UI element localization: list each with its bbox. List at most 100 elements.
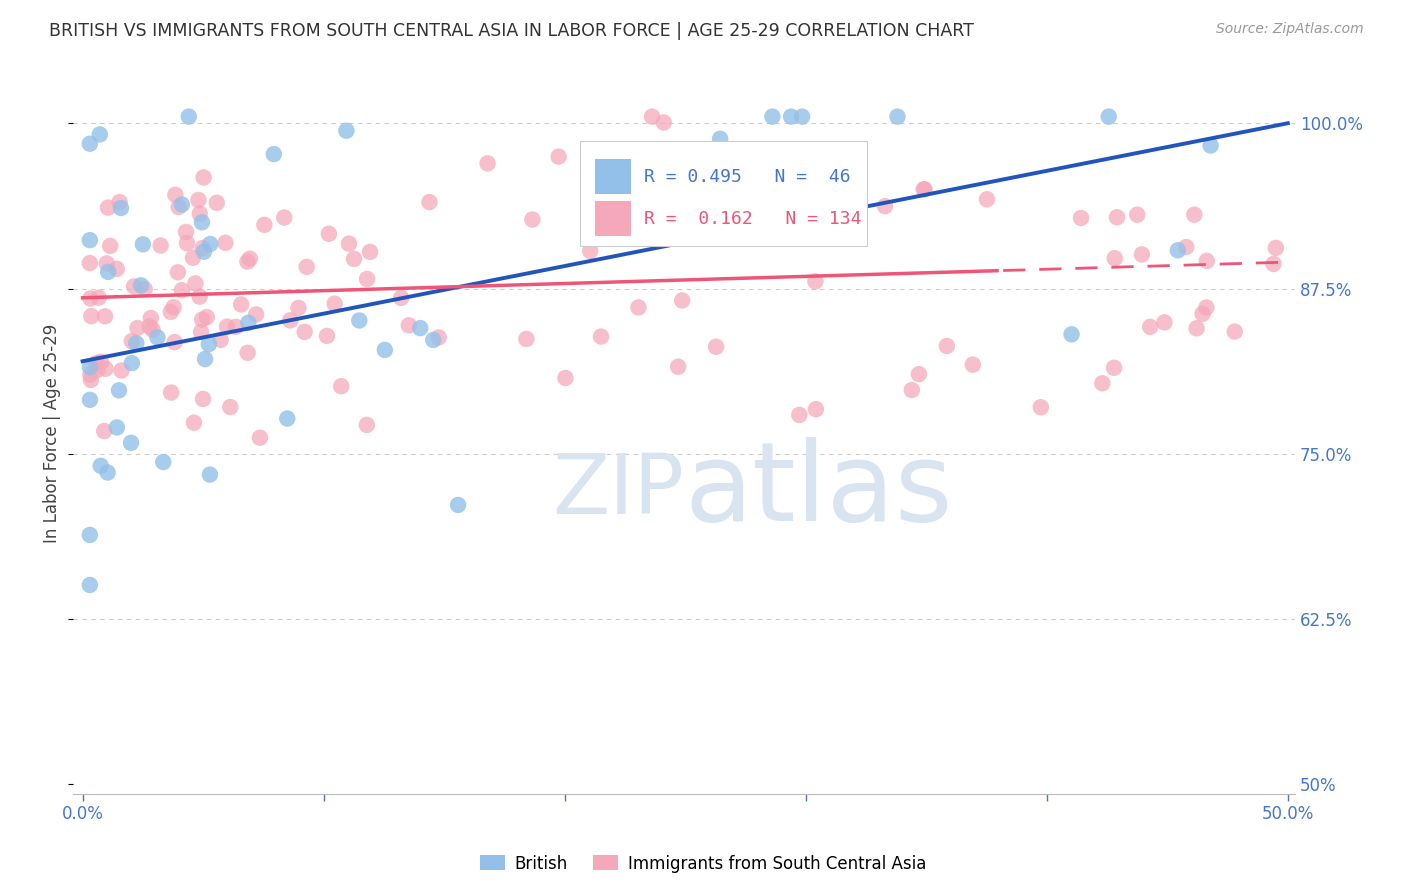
Point [418, 195, 440, 210]
Point [200, 236, 222, 251]
Point [194, 352, 217, 367]
Point [110, 201, 132, 215]
Text: R = 0.495   N =  46: R = 0.495 N = 46 [644, 168, 851, 186]
Point [398, 318, 420, 333]
Point [79, 528, 101, 542]
Point [935, 339, 957, 353]
Point [167, 200, 190, 214]
Point [356, 417, 378, 432]
Point [427, 330, 450, 344]
Point [146, 330, 169, 344]
Point [790, 110, 813, 124]
Point [709, 132, 731, 146]
Point [323, 296, 346, 310]
Point [239, 252, 262, 266]
Point [129, 278, 152, 293]
Point [515, 332, 537, 346]
Point [1098, 110, 1121, 124]
Point [579, 244, 602, 258]
Text: BRITISH VS IMMIGRANTS FROM SOUTH CENTRAL ASIA IN LABOR FORCE | AGE 25-29 CORRELA: BRITISH VS IMMIGRANTS FROM SOUTH CENTRAL… [49, 22, 974, 40]
Point [1167, 244, 1189, 258]
Point [1102, 360, 1125, 375]
Point [90, 355, 112, 369]
Point [125, 336, 148, 351]
Text: Source: ZipAtlas.com: Source: ZipAtlas.com [1216, 22, 1364, 37]
Point [181, 251, 204, 265]
Point [761, 110, 783, 124]
Point [389, 291, 412, 305]
Point [804, 227, 827, 241]
Point [813, 229, 835, 244]
FancyBboxPatch shape [595, 202, 631, 235]
Point [120, 435, 142, 450]
FancyBboxPatch shape [595, 160, 631, 194]
Point [105, 261, 128, 276]
Point [183, 416, 205, 430]
Point [215, 319, 238, 334]
Point [249, 431, 271, 445]
Point [627, 301, 650, 315]
Point [177, 110, 200, 124]
Point [295, 260, 318, 274]
Point [1139, 319, 1161, 334]
Point [193, 170, 215, 185]
Point [554, 371, 576, 385]
Point [105, 420, 128, 434]
Point [477, 156, 499, 170]
Point [79, 578, 101, 592]
Point [1223, 325, 1246, 339]
Point [276, 411, 298, 425]
Point [1060, 327, 1083, 342]
Point [80, 309, 103, 323]
Point [1264, 241, 1286, 255]
Point [193, 244, 215, 259]
Point [914, 182, 936, 196]
Point [79, 256, 101, 270]
Point [547, 150, 569, 164]
Point [134, 282, 156, 296]
Point [1263, 257, 1285, 271]
Point [231, 297, 253, 311]
Point [184, 277, 207, 291]
Point [97, 466, 120, 480]
Point [162, 300, 184, 314]
FancyBboxPatch shape [581, 142, 868, 246]
Point [1182, 208, 1205, 222]
Point [198, 467, 221, 482]
Point [236, 345, 259, 359]
Point [599, 174, 621, 188]
Point [278, 313, 301, 327]
Point [834, 202, 856, 217]
Point [652, 115, 675, 129]
Text: R =  0.162   N = 134: R = 0.162 N = 134 [644, 210, 860, 227]
Point [422, 333, 444, 347]
Point [447, 498, 470, 512]
Point [93, 424, 115, 438]
Point [225, 319, 247, 334]
Point [79, 136, 101, 151]
Point [198, 337, 221, 351]
Point [94, 361, 117, 376]
Point [121, 356, 143, 370]
Point [97, 265, 120, 279]
Point [214, 235, 236, 250]
Point [1191, 307, 1213, 321]
Point [665, 192, 688, 206]
Point [97, 201, 120, 215]
Point [79, 233, 101, 247]
Point [616, 150, 638, 164]
Point [1029, 401, 1052, 415]
Point [209, 333, 232, 347]
Y-axis label: In Labor Force | Age 25-29: In Labor Force | Age 25-29 [44, 324, 60, 543]
Point [174, 225, 197, 239]
Point [1126, 208, 1149, 222]
Point [170, 283, 193, 297]
Point [138, 319, 160, 334]
Point [80, 373, 103, 387]
Point [132, 237, 155, 252]
Point [110, 363, 132, 377]
Point [191, 241, 214, 255]
Point [912, 182, 935, 196]
Point [238, 316, 260, 330]
Point [374, 343, 396, 357]
